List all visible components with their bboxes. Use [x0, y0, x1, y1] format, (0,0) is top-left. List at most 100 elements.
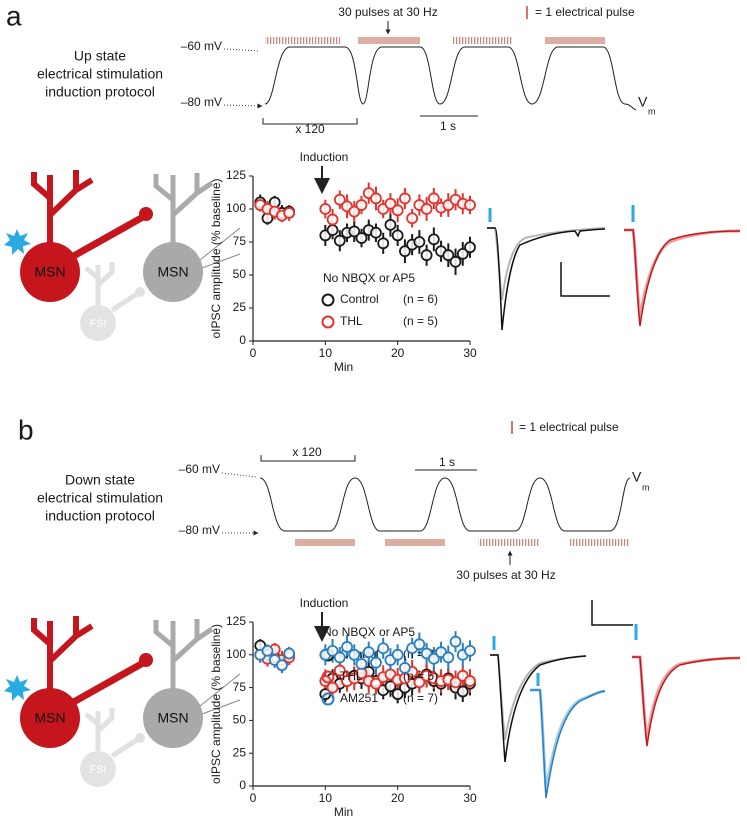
x-tick-label: 20	[391, 346, 405, 360]
vm-label: V	[632, 469, 642, 485]
data-point	[398, 662, 411, 674]
x-axis-label: Min	[334, 805, 353, 817]
data-point	[333, 664, 346, 677]
legend-n: (n = 7)	[403, 691, 438, 705]
data-point	[413, 236, 426, 248]
data-point	[449, 676, 462, 689]
data-point	[391, 229, 404, 242]
data-point	[449, 255, 462, 268]
data-point	[348, 205, 361, 218]
y-tick-label: 75	[233, 234, 247, 248]
protocol-title: Up state	[74, 48, 126, 64]
x-tick-label: 10	[319, 346, 333, 360]
trace	[530, 689, 606, 799]
x-tick-label: 10	[319, 791, 333, 805]
trace	[490, 654, 587, 763]
voltage-pointer	[221, 472, 256, 533]
data-point	[326, 681, 339, 694]
data-point	[283, 207, 296, 219]
data-point	[355, 232, 368, 244]
scale-bar	[560, 262, 610, 297]
y-tick-label: 125	[226, 168, 246, 182]
legend-marker	[321, 692, 335, 706]
pulse-train	[453, 37, 513, 44]
trace	[490, 654, 587, 741]
panel-label: b	[18, 414, 34, 445]
data-point	[370, 656, 382, 669]
data-point	[413, 676, 426, 689]
y-tick-label: 75	[233, 680, 247, 694]
data-point	[355, 658, 368, 670]
trace	[632, 656, 741, 747]
panel-b: b Down state electrical stimulation indu…	[4, 414, 741, 799]
data-point	[456, 247, 469, 260]
x-tick-label: 20	[391, 791, 405, 805]
voltage-label: –80 mV	[181, 95, 222, 109]
y-axis-label: oIPSC amplitude (% baseline)	[209, 624, 223, 784]
data-point	[370, 677, 382, 690]
data-point	[319, 203, 332, 215]
legend-marker	[321, 293, 335, 307]
protocol-title: electrical stimulation	[37, 490, 163, 506]
data-point	[464, 241, 476, 254]
cell-label: FSI	[89, 764, 106, 776]
data-point	[384, 197, 397, 210]
repeat-label: x 120	[295, 122, 325, 136]
induction-label: Induction	[300, 596, 349, 610]
legend-n: (n = 5)	[403, 669, 438, 683]
cell-label: MSN	[157, 710, 188, 726]
trace	[487, 227, 606, 301]
vm-subscript: m	[648, 106, 656, 116]
neuron-diagram	[4, 170, 240, 341]
repeat-bracket	[262, 118, 358, 125]
data-point	[333, 234, 346, 247]
vm-subscript: m	[642, 482, 650, 492]
vm-trace	[264, 46, 637, 111]
data-point	[348, 225, 361, 238]
trace	[487, 227, 606, 331]
data-point	[333, 651, 346, 664]
data-point	[391, 688, 404, 701]
pulse-block	[358, 37, 420, 44]
pulses-label: 30 pulses at 30 Hz	[456, 568, 555, 582]
y-tick-label: 100	[226, 201, 246, 215]
cell-label: MSN	[34, 264, 65, 280]
data-point	[456, 685, 469, 698]
pulse-block	[385, 539, 445, 546]
data-point	[370, 226, 382, 239]
y-tick-label: 100	[226, 647, 246, 661]
pulse-legend: = 1 electrical pulse	[535, 5, 635, 19]
pulse-block	[545, 37, 605, 44]
trace	[624, 229, 741, 327]
panel-a: a Up state electrical stimulation induct…	[4, 0, 741, 341]
x-tick-label: 0	[250, 791, 257, 805]
legend-n: (n = 6)	[403, 292, 438, 306]
legend-label: THL	[340, 314, 363, 328]
data-point	[464, 675, 476, 687]
data-point	[276, 659, 288, 672]
data-point	[370, 192, 382, 205]
data-point	[442, 651, 455, 664]
y-tick-label: 125	[226, 614, 246, 628]
data-point	[355, 199, 368, 211]
data-point	[420, 203, 433, 215]
data-point	[348, 648, 361, 661]
time-scale-label: 1 s	[440, 119, 456, 133]
note: No NBQX or AP5	[323, 625, 415, 639]
data-point	[326, 213, 339, 226]
data-point	[391, 648, 404, 661]
legend-marker	[321, 315, 335, 329]
data-point	[391, 204, 404, 217]
trace	[632, 655, 741, 741]
data-point	[283, 647, 296, 660]
pulse-symbol	[511, 421, 513, 434]
y-tick-label: 50	[233, 267, 247, 281]
panel-label: a	[6, 0, 22, 31]
data-point	[420, 249, 433, 262]
data-point	[427, 192, 440, 205]
note: No NBQX or AP5	[323, 271, 415, 285]
pulse-train	[265, 37, 340, 44]
data-point	[261, 644, 274, 657]
repeat-bracket	[260, 455, 356, 462]
